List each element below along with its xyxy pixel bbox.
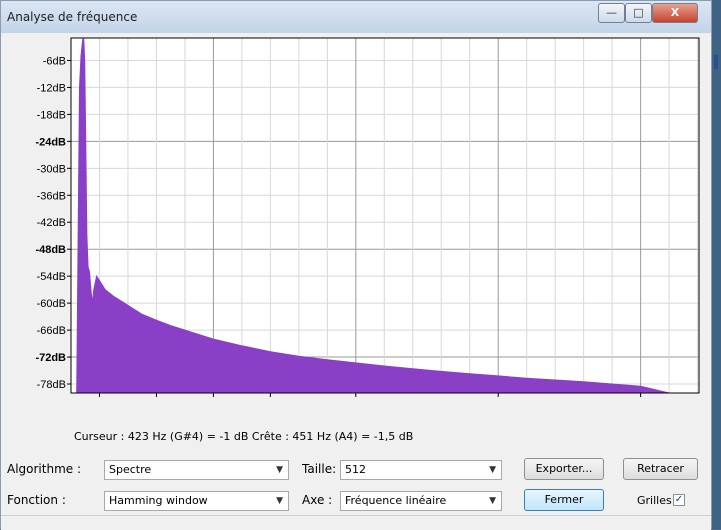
algorithm-label: Algorithme : [7,462,82,476]
close-window-button[interactable]: X [652,3,698,23]
cursor-info-text: Curseur : 423 Hz (G#4) = -1 dB Crête : 4… [74,430,414,443]
function-select[interactable]: Hamming window ▼ [104,491,289,511]
y-tick-label: -12dB [37,82,66,94]
y-tick-label: -72dB [35,352,66,364]
axis-label: Axe : [302,493,333,507]
y-tick-label: -6dB [43,55,66,67]
status-bar [1,515,711,530]
y-tick-label: -30dB [37,163,66,175]
chevron-down-icon: ▼ [276,465,283,475]
chevron-down-icon: ▼ [489,496,496,506]
grids-label: Grilles [637,494,672,507]
y-tick-label: -78dB [37,379,66,391]
export-button[interactable]: Exporter... [524,458,604,480]
function-value: Hamming window [109,494,208,507]
minimize-button[interactable]: — [598,3,625,23]
y-tick-label: -18dB [37,109,66,121]
y-tick-label: -66dB [37,325,66,337]
function-label: Fonction : [7,493,66,507]
chevron-down-icon: ▼ [489,465,496,475]
size-value: 512 [345,463,366,476]
y-tick-label: -54dB [37,271,66,283]
grids-checkbox[interactable]: ✓ [673,494,685,506]
axis-value: Fréquence linéaire [345,494,447,507]
y-tick-label: -36dB [37,190,66,202]
y-tick-label: -60dB [37,298,66,310]
background-window-edge [712,0,721,529]
spectrum-area [71,37,699,394]
algorithm-value: Spectre [109,463,152,476]
spectrum-chart[interactable]: -6dB -12dB -18dB -24dB -30dB -36dB -42dB -48dB -… [1,33,711,399]
replot-button[interactable]: Retracer [623,458,698,480]
spectrum-plot-area[interactable]: -6dB -12dB -18dB -24dB -30dB -36dB -42dB -48dB -… [1,33,711,399]
window-title: Analyse de fréquence [7,10,138,24]
background-window-mark [714,55,718,69]
chevron-down-icon: ▼ [276,496,283,506]
y-tick-label: -24dB [35,136,66,148]
size-label: Taille: [302,462,337,476]
plot-frame [70,37,700,394]
axis-select[interactable]: Fréquence linéaire ▼ [340,491,502,511]
maximize-button[interactable]: □ [625,3,652,23]
title-bar[interactable]: Analyse de fréquence — □ X [1,1,711,33]
close-button[interactable]: Fermer [524,489,604,511]
y-tick-label: -48dB [35,244,66,256]
algorithm-select[interactable]: Spectre ▼ [104,460,289,480]
y-tick-label: -42dB [37,217,66,229]
size-select[interactable]: 512 ▼ [340,460,502,480]
